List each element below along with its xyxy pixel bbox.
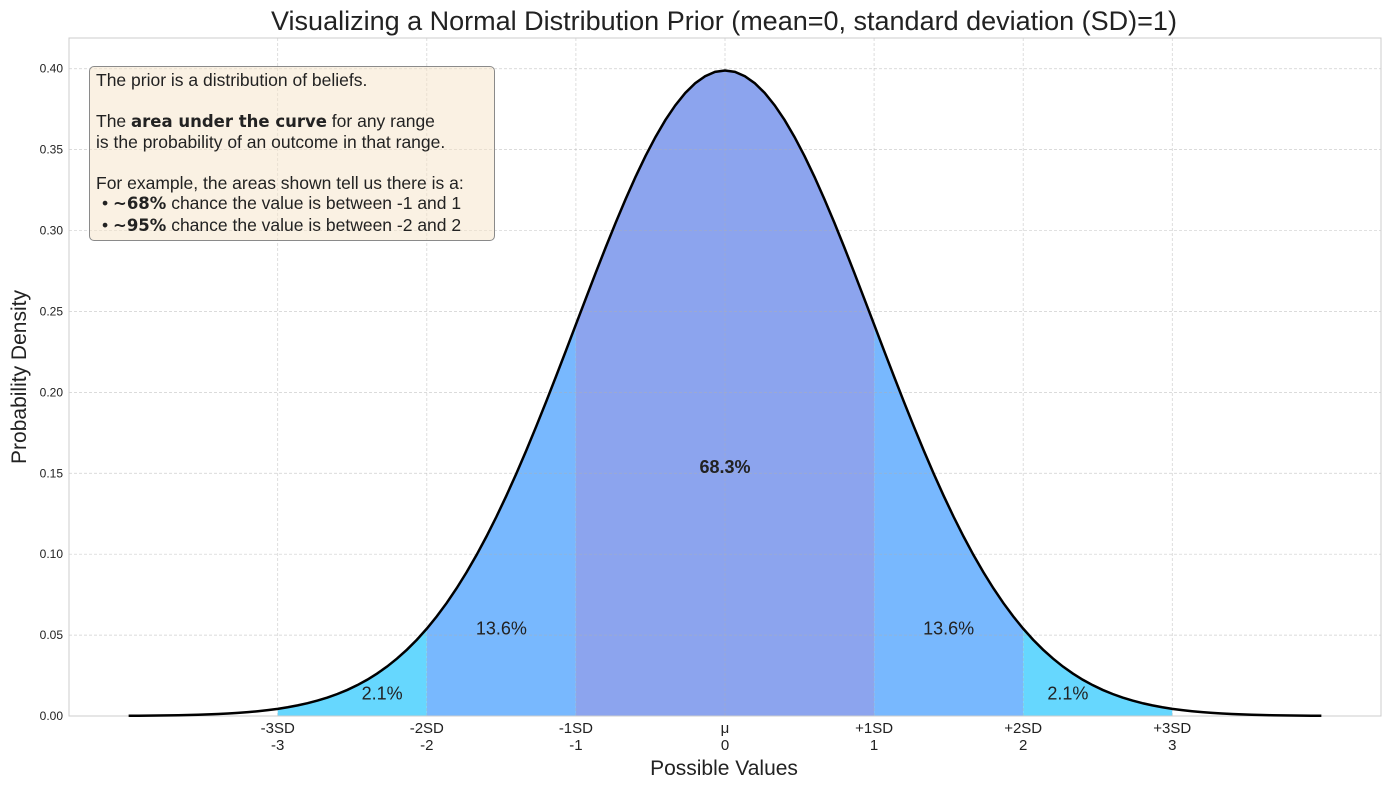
bullet-68: • ~68% chance the value is between -1 an…: [102, 193, 462, 213]
x-tick-label: -3: [271, 737, 284, 754]
region-percent-label: 13.6%: [476, 619, 527, 639]
text: chance the value is between -1 and 1: [166, 193, 462, 213]
text: The: [96, 110, 132, 131]
x-tick-sd-label: -2SD: [410, 720, 444, 737]
region-percent-label: 13.6%: [923, 619, 974, 639]
y-tick-label: 0.00: [40, 709, 64, 723]
y-tick-label: 0.10: [40, 547, 64, 561]
textbox-line: The area under the curve for any range: [96, 111, 488, 133]
text: for any range: [326, 110, 435, 131]
x-tick-sd-label: -1SD: [559, 720, 593, 737]
textbox-line: is the probability of an outcome in that…: [96, 132, 446, 152]
x-tick-sd-label: -3SD: [261, 720, 295, 737]
region-fill-0: [277, 628, 427, 716]
chart-title: Visualizing a Normal Distribution Prior …: [271, 6, 1177, 36]
x-tick-label: -2: [420, 737, 433, 754]
bold-text: area under the curve: [131, 111, 327, 131]
bullet-95: • ~95% chance the value is between -2 an…: [102, 214, 462, 235]
x-tick-sd-label: +2SD: [1004, 720, 1042, 737]
region-percent-label: 68.3%: [699, 457, 750, 477]
textbox-line: For example, the areas shown tell us the…: [96, 172, 464, 193]
y-tick-label: 0.25: [40, 304, 64, 318]
region-percent-label: 2.1%: [362, 683, 403, 703]
y-tick-label: 0.40: [40, 62, 64, 76]
x-tick-label: 2: [1019, 737, 1027, 754]
bold-text: ~68%: [113, 194, 167, 213]
explanation-textbox: The prior is a distribution of beliefs. …: [89, 66, 495, 241]
region-fill-4: [1023, 628, 1173, 716]
y-axis-label: Probability Density: [8, 290, 31, 464]
textbox-line: The prior is a distribution of beliefs.: [96, 70, 368, 90]
y-tick-label: 0.20: [40, 385, 64, 399]
x-tick-sd-label: +1SD: [855, 720, 893, 737]
x-axis-label: Possible Values: [650, 757, 798, 780]
y-tick-label: 0.35: [40, 143, 64, 157]
x-tick-sd-label: μ: [721, 720, 730, 737]
y-tick-label: 0.30: [40, 224, 64, 238]
text: chance the value is between -2 and 2: [166, 214, 462, 235]
x-tick-sd-label: +3SD: [1153, 720, 1191, 737]
density-curve: [128, 69, 1322, 718]
plot-frame: [68, 37, 1382, 717]
x-tick-label: 0: [721, 737, 729, 754]
bold-text: ~95%: [113, 215, 167, 235]
x-tick-label: 3: [1168, 737, 1176, 754]
x-tick-label: 1: [870, 737, 878, 754]
x-tick-label: -1: [569, 737, 582, 754]
y-tick-label: 0.05: [40, 628, 64, 642]
region-percent-label: 2.1%: [1047, 683, 1088, 703]
y-tick-label: 0.15: [40, 466, 64, 480]
